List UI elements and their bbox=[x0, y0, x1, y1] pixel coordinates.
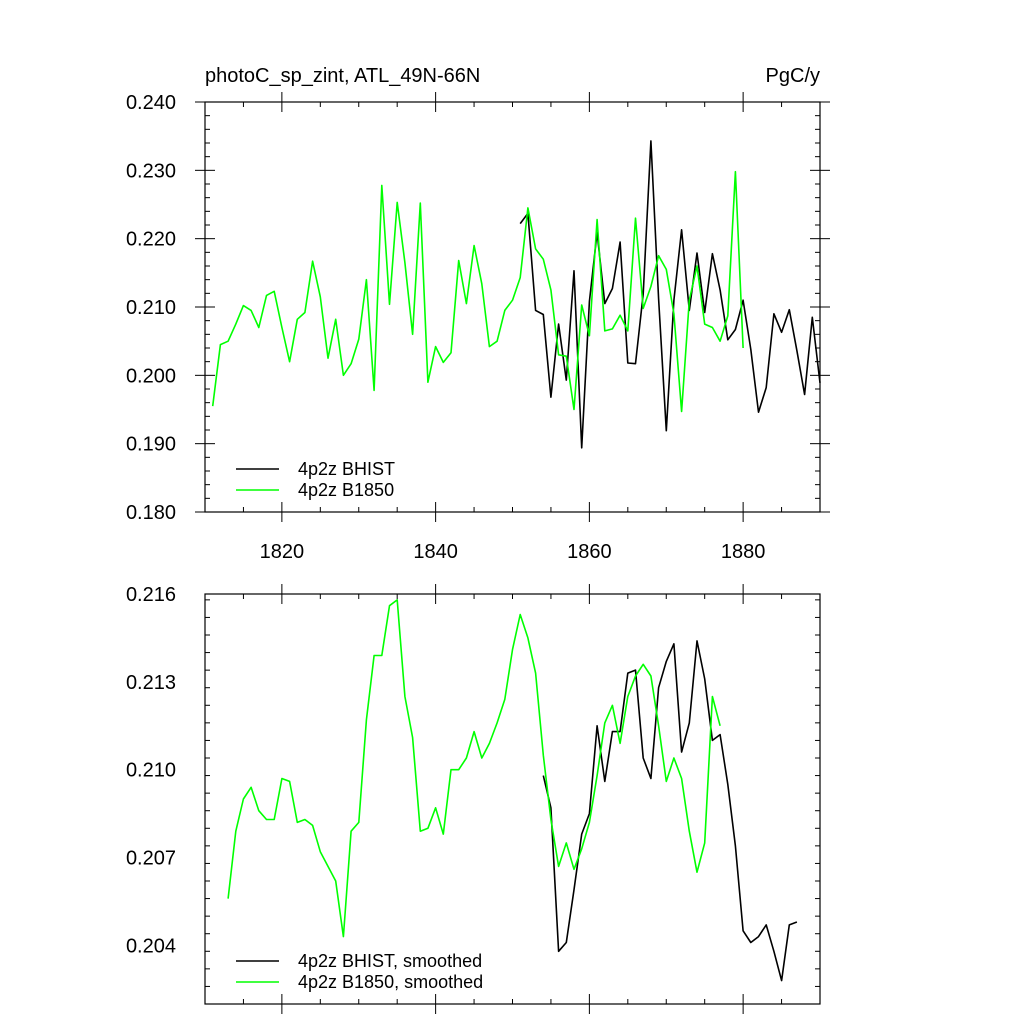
top-legend: 4p2z BHIST 4p2z B1850 bbox=[236, 459, 395, 500]
top-panel: photoC_sp_zint, ATL_49N-66N PgC/y 1820 18… bbox=[126, 65, 830, 563]
y-tick-label: 0.216 bbox=[126, 584, 176, 606]
y-tick-label: 0.210 bbox=[126, 760, 176, 782]
y-tick-label: 0.240 bbox=[126, 92, 176, 114]
y-tick-label: 0.207 bbox=[126, 848, 176, 870]
y-tick-label: 0.200 bbox=[126, 365, 176, 387]
bottom-series-lines bbox=[227, 599, 798, 982]
y-tick-label: 0.213 bbox=[126, 672, 176, 694]
series-line-bhist bbox=[519, 140, 821, 449]
legend-label-b1850: 4p2z B1850 bbox=[298, 480, 394, 500]
y-tick-label: 0.210 bbox=[126, 297, 176, 319]
x-tick-label: 1820 bbox=[260, 541, 305, 563]
top-panel-title: photoC_sp_zint, ATL_49N-66N bbox=[205, 65, 480, 87]
top-panel-units: PgC/y bbox=[766, 65, 820, 87]
legend-label-bhist-smoothed: 4p2z BHIST, smoothed bbox=[298, 951, 482, 971]
y-tick-label: 0.180 bbox=[126, 502, 176, 524]
y-tick-label: 0.204 bbox=[126, 935, 176, 957]
bottom-legend: 4p2z BHIST, smoothed 4p2z B1850, smoothe… bbox=[236, 951, 483, 992]
y-tick-label: 0.220 bbox=[126, 229, 176, 251]
legend-label-b1850-smoothed: 4p2z B1850, smoothed bbox=[298, 972, 483, 992]
x-tick-label: 1880 bbox=[721, 541, 766, 563]
series-line-b1850 bbox=[211, 170, 744, 413]
x-tick-label: 1860 bbox=[567, 541, 612, 563]
top-series-lines bbox=[211, 140, 821, 449]
legend-label-bhist: 4p2z BHIST bbox=[298, 459, 395, 479]
y-tick-label: 0.230 bbox=[126, 160, 176, 182]
bottom-plot-frame bbox=[204, 593, 821, 1005]
top-axes-ticks: 1820 1840 1860 1880 0.180 0.190 0.200 0.210 0.22… bbox=[126, 92, 830, 563]
x-tick-label: 1840 bbox=[413, 541, 458, 563]
series-line-bhist bbox=[542, 640, 798, 982]
bottom-axes-ticks: 0.204 0.207 0.210 0.213 0.216 bbox=[126, 584, 821, 1014]
bottom-panel: 0.204 0.207 0.210 0.213 0.216 4p2z BHIST, sm… bbox=[126, 584, 821, 1014]
y-tick-label: 0.190 bbox=[126, 434, 176, 456]
series-line-b1850 bbox=[227, 599, 721, 938]
